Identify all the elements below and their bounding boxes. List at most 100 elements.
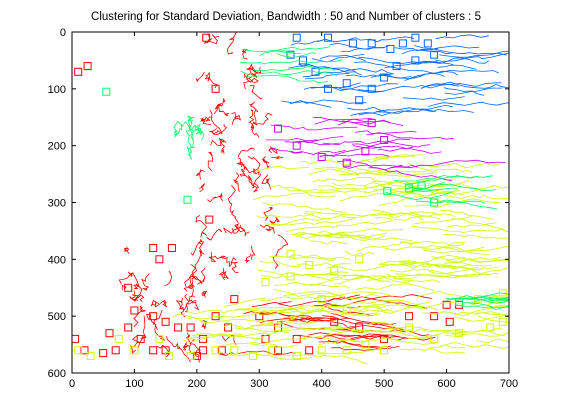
trajectory-line: [224, 297, 266, 307]
trajectory-line: [445, 194, 509, 200]
endpoint-marker: [383, 187, 392, 196]
trajectory-line: [231, 112, 242, 125]
trajectory-line: [340, 45, 389, 52]
endpoint-marker: [405, 312, 414, 321]
trajectory-line: [323, 298, 427, 309]
trajectory-line: [281, 99, 367, 104]
endpoint-marker: [342, 79, 351, 88]
endpoint-marker: [355, 323, 364, 332]
trajectory-line: [214, 102, 229, 116]
endpoint-marker: [149, 244, 158, 252]
endpoint-marker: [267, 346, 276, 355]
trajectory-line: [358, 56, 454, 65]
trajectory-line: [223, 224, 246, 234]
trajectory-line: [197, 267, 206, 285]
trajectory-line: [353, 306, 389, 312]
endpoint-marker: [405, 323, 414, 332]
trajectory-line: [243, 73, 259, 83]
trajectory-line: [234, 326, 327, 333]
endpoint-marker: [292, 33, 301, 42]
trajectory-line: [431, 254, 509, 263]
chart-title: Clustering for Standard Deviation, Bandw…: [91, 11, 481, 23]
trajectory-line: [174, 123, 183, 138]
trajectory-line: [408, 332, 466, 339]
series-group-3: [265, 116, 506, 182]
trajectory-line: [260, 50, 301, 56]
trajectory-line: [400, 191, 463, 197]
trajectory-line: [322, 138, 411, 145]
trajectory-line: [443, 262, 492, 267]
endpoint-marker: [167, 244, 176, 252]
x-tick-label: 700: [500, 378, 518, 390]
trajectory-line: [368, 321, 462, 334]
trajectory-line: [184, 294, 200, 311]
trajectory-line: [259, 260, 301, 268]
trajectory-line: [313, 166, 402, 175]
trajectory-line: [435, 34, 489, 40]
trajectory-line: [422, 304, 509, 317]
trajectory-line: [330, 313, 392, 328]
trajectory-line: [187, 309, 268, 316]
trajectory-line: [434, 52, 509, 62]
trajectory-line: [316, 36, 415, 43]
trajectory-line: [206, 228, 223, 241]
trajectory-line: [178, 346, 191, 363]
trajectory-line: [345, 73, 395, 78]
endpoint-marker: [411, 56, 420, 65]
trajectory-line: [244, 75, 329, 84]
endpoint-marker: [124, 283, 133, 292]
endpoint-marker: [405, 184, 414, 193]
trajectory-line: [207, 151, 214, 172]
trajectory-line: [182, 341, 190, 351]
trajectory-line: [412, 187, 457, 192]
trajectory-line: [477, 315, 509, 323]
trajectory-line: [454, 311, 509, 316]
trajectory-line: [326, 326, 433, 339]
endpoint-marker: [442, 300, 451, 309]
trajectory-line: [421, 81, 509, 89]
endpoint-marker: [149, 312, 158, 321]
trajectory-line: [327, 294, 433, 302]
endpoint-marker: [114, 334, 123, 343]
trajectory-line: [363, 180, 439, 191]
endpoint-marker: [299, 56, 307, 65]
trajectory-line: [431, 264, 508, 275]
trajectory-line: [272, 234, 289, 270]
endpoint-marker: [249, 351, 257, 360]
trajectory-line: [234, 223, 240, 230]
endpoint-marker: [305, 261, 314, 269]
trajectory-line: [200, 117, 206, 122]
trajectory-line: [444, 332, 509, 337]
trajectory-line: [371, 209, 424, 221]
endpoint-marker: [417, 181, 426, 190]
trajectory-line: [377, 299, 430, 306]
trajectory-line: [428, 347, 466, 354]
trajectory-line: [341, 119, 391, 125]
trajectory-line: [292, 231, 388, 239]
trajectory-line: [246, 63, 259, 75]
trajectory-line: [261, 174, 272, 190]
trajectory-line: [394, 273, 469, 279]
trajectory-line: [273, 289, 344, 297]
endpoint-marker: [155, 334, 164, 343]
trajectory-line: [137, 315, 147, 348]
endpoint-marker: [286, 272, 295, 281]
trajectory-line: [309, 276, 391, 287]
endpoint-marker: [286, 50, 295, 59]
trajectory-line: [339, 274, 386, 279]
trajectory-line: [195, 169, 206, 180]
trajectory-line: [213, 98, 226, 115]
trajectory-line: [271, 155, 284, 160]
y-tick-label: 500: [48, 311, 66, 323]
trajectory-line: [291, 233, 362, 237]
endpoint-marker: [355, 255, 364, 264]
trajectory-line: [378, 74, 416, 79]
x-tick-label: 400: [313, 378, 331, 390]
trajectory-line: [238, 147, 255, 158]
trajectory-line: [302, 68, 393, 78]
trajectory-line: [289, 257, 337, 262]
trajectory-line: [414, 45, 507, 56]
endpoint-marker: [292, 141, 301, 150]
endpoint-marker: [392, 62, 401, 71]
